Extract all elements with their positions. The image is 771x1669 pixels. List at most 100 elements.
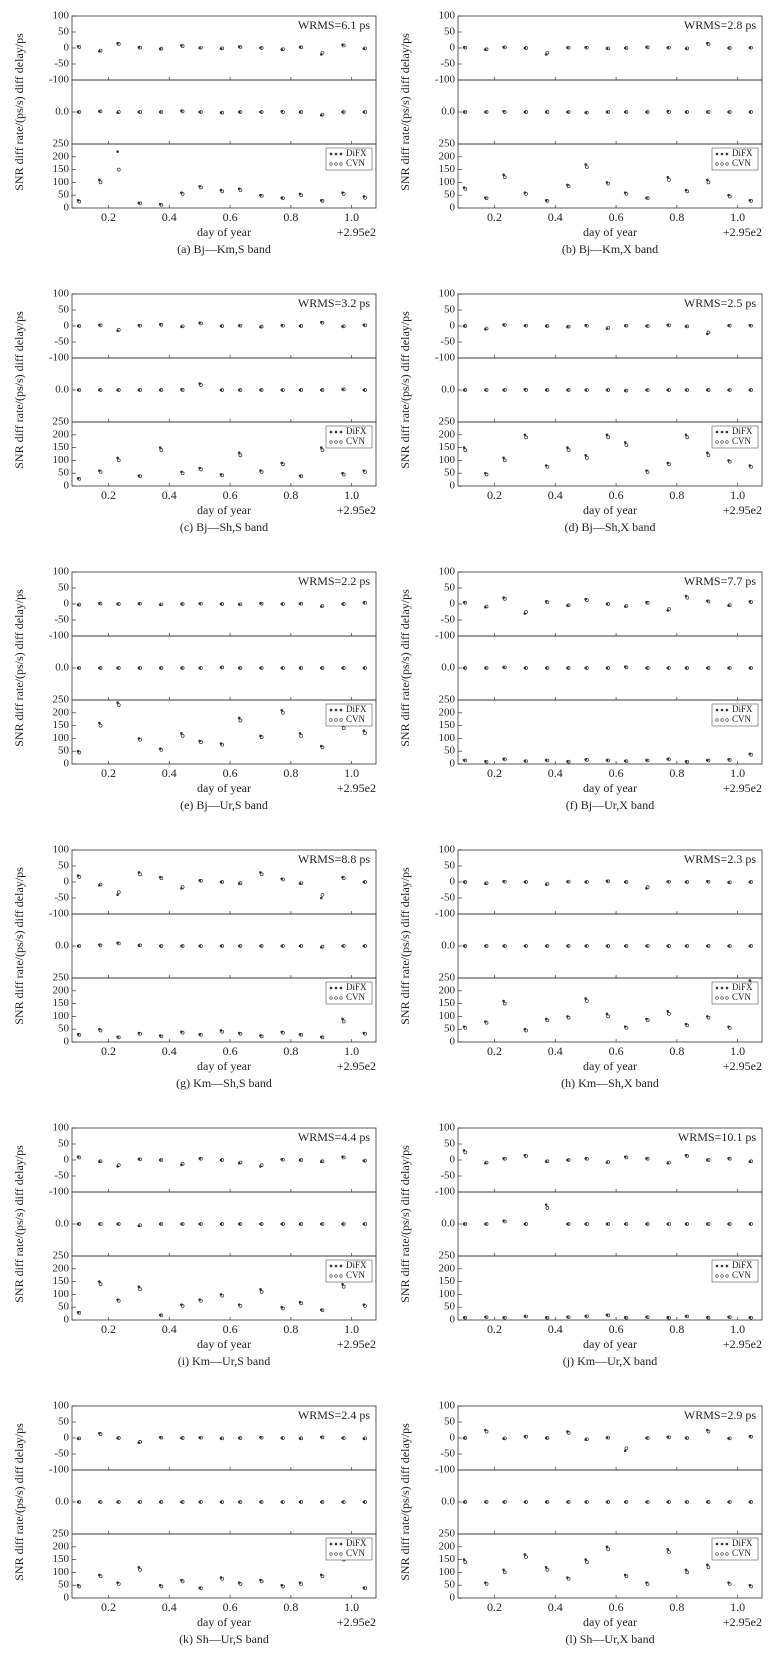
- x-axis-label: day of year: [583, 781, 637, 795]
- data-point: [238, 944, 243, 948]
- y-axis-label: SNR diff rate/(ps/s) diff delay/ps: [398, 33, 412, 191]
- data-point: [624, 110, 629, 114]
- y-tick-label: 0.0: [441, 940, 455, 952]
- data-point: [484, 1222, 489, 1226]
- legend-marker: [329, 1274, 333, 1278]
- data-point: [299, 881, 304, 886]
- legend-marker: [725, 1552, 729, 1556]
- data-point: [299, 474, 304, 479]
- data-point: [645, 1582, 650, 1586]
- y-tick-label: 250: [53, 694, 70, 706]
- data-point: [281, 323, 285, 328]
- data-point: [341, 1282, 344, 1286]
- y-tick-label: 50: [444, 745, 456, 757]
- legend-marker: [339, 430, 343, 434]
- data-point: [116, 666, 121, 670]
- data-point: [606, 181, 611, 186]
- data-point: [363, 46, 367, 51]
- data-point: [685, 1500, 690, 1504]
- y-tick-label: -100: [49, 352, 70, 364]
- data-point: [363, 1304, 367, 1308]
- data-point: [645, 1436, 650, 1440]
- data-point: [706, 330, 711, 335]
- data-point: [749, 45, 753, 50]
- data-point: [320, 320, 325, 325]
- data-point: [116, 890, 121, 895]
- data-point: [220, 1222, 225, 1226]
- data-point: [645, 110, 650, 114]
- x-offset-label: +2.95e2: [723, 781, 762, 795]
- x-tick-label: 0.2: [101, 1044, 116, 1058]
- y-tick-label: 100: [53, 1122, 70, 1134]
- data-point: [463, 388, 468, 392]
- data-point: [180, 109, 185, 114]
- data-point: [749, 110, 753, 114]
- data-point: [484, 1315, 489, 1320]
- y-tick-label: 100: [53, 566, 70, 578]
- data-point: [566, 184, 571, 189]
- data-point: [545, 198, 550, 203]
- data-point: [138, 45, 142, 50]
- data-point: [220, 388, 225, 392]
- data-point: [463, 1436, 468, 1440]
- y-tick-label: 50: [444, 1023, 456, 1035]
- data-point: [281, 944, 285, 948]
- data-point: [749, 1500, 753, 1504]
- data-point: [624, 604, 629, 608]
- data-point: [685, 1436, 690, 1440]
- legend-marker: [334, 430, 338, 434]
- data-point: [585, 1437, 589, 1442]
- data-point: [341, 387, 346, 392]
- y-tick-label: 0.0: [441, 384, 455, 396]
- data-point: [566, 1222, 571, 1226]
- data-point: [606, 1160, 611, 1164]
- data-point: [484, 759, 489, 764]
- data-point: [566, 448, 571, 453]
- y-tick-label: 250: [53, 972, 70, 984]
- y-tick-label: 100: [439, 1010, 456, 1022]
- y-tick-label: 200: [53, 706, 70, 718]
- y-tick-label: 100: [53, 176, 70, 188]
- legend-marker: [720, 162, 724, 166]
- data-point: [545, 1500, 550, 1504]
- data-point: [706, 758, 711, 763]
- data-point: [363, 388, 367, 392]
- data-point: [645, 324, 650, 328]
- data-point: [77, 45, 82, 49]
- data-point: [545, 1018, 550, 1023]
- data-point: [727, 1026, 732, 1030]
- data-point: [502, 1001, 507, 1006]
- data-point: [320, 1222, 325, 1226]
- data-point: [259, 1034, 264, 1039]
- data-point: [159, 666, 164, 670]
- x-tick-label: 0.2: [101, 1600, 116, 1614]
- legend-marker: [339, 718, 343, 722]
- data-point: [566, 1158, 571, 1162]
- data-point: [463, 186, 468, 191]
- legend-marker: [720, 152, 724, 156]
- legend-marker: [334, 1264, 338, 1268]
- data-point: [238, 1031, 243, 1036]
- y-tick-label: 100: [439, 844, 456, 856]
- data-point: [685, 595, 690, 600]
- legend-label: DiFX: [732, 1260, 753, 1270]
- data-point: [341, 192, 346, 196]
- y-tick-label: 50: [444, 304, 456, 316]
- x-tick-label: 0.2: [487, 488, 502, 502]
- data-point: [605, 1012, 609, 1016]
- data-point: [727, 880, 732, 885]
- x-tick-label: 0.8: [283, 766, 298, 780]
- y-tick-label: -100: [49, 1186, 70, 1198]
- data-point: [238, 602, 243, 607]
- x-tick-label: 0.2: [487, 1322, 502, 1336]
- y-tick-label: 50: [58, 860, 70, 872]
- data-point: [624, 1315, 629, 1320]
- data-point: [545, 758, 550, 763]
- data-point: [77, 388, 82, 392]
- data-point: [77, 1436, 82, 1441]
- data-point: [605, 433, 609, 437]
- data-point: [667, 45, 671, 50]
- data-point: [220, 46, 225, 51]
- x-tick-label: 0.6: [609, 210, 624, 224]
